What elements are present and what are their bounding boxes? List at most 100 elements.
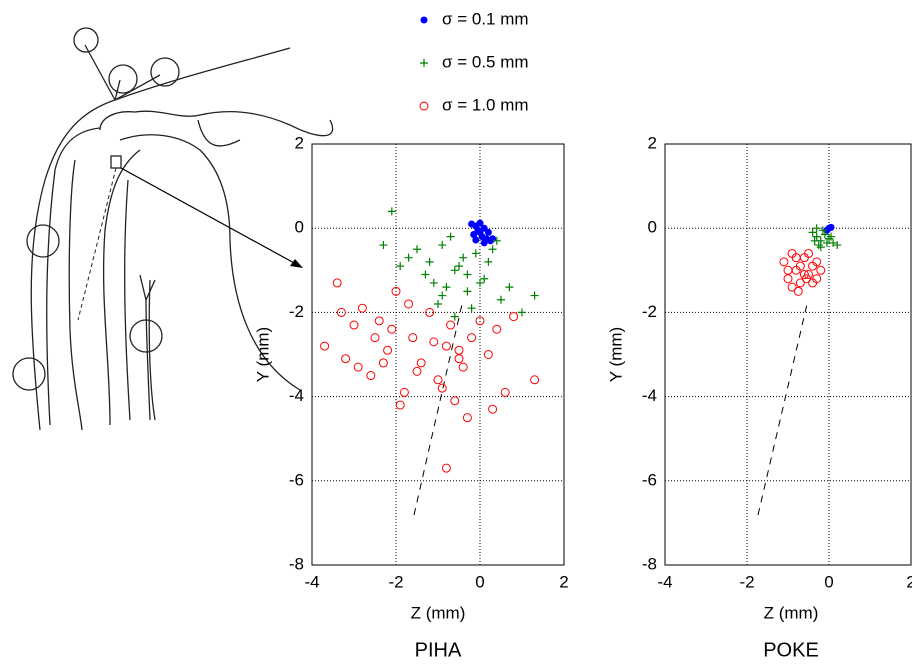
legend-marker [420, 59, 428, 67]
electrode [73, 27, 99, 53]
point [450, 396, 460, 406]
chart-title: POKE [763, 639, 819, 661]
point [825, 234, 833, 243]
point [530, 375, 540, 385]
point [421, 270, 430, 279]
point [387, 207, 396, 216]
leads [84, 44, 161, 421]
point [795, 261, 805, 271]
y-tick-label: -6 [289, 470, 304, 489]
outline [46, 127, 101, 426]
point [500, 387, 510, 397]
region-box [110, 155, 122, 169]
point [808, 278, 818, 288]
point [357, 303, 367, 313]
point [804, 248, 813, 258]
point [374, 316, 384, 326]
y-axis-label: Y (mm) [253, 327, 272, 382]
point [438, 291, 447, 300]
y-axis-label: Y (mm) [606, 327, 625, 382]
outline [30, 47, 291, 431]
y-tick-label: 0 [295, 218, 304, 237]
x-tick-label: -2 [388, 572, 403, 591]
point [480, 274, 489, 283]
point [808, 228, 817, 237]
point [413, 245, 421, 254]
point [467, 304, 476, 313]
point [483, 350, 493, 359]
point [416, 358, 426, 368]
x-tick-label: -4 [304, 572, 319, 591]
point [441, 463, 451, 473]
chart-title: PIHA [415, 639, 462, 661]
electrode [26, 224, 60, 258]
legend-label: σ = 1.0 mm [442, 95, 529, 114]
arrow [120, 167, 297, 265]
point [429, 278, 438, 287]
y-tick-label: 2 [295, 133, 304, 152]
y-tick-label: -4 [642, 386, 657, 405]
x-tick-label: -4 [657, 572, 672, 591]
point [793, 286, 803, 296]
point [391, 286, 401, 296]
y-tick-label: 0 [648, 218, 657, 237]
point [332, 278, 342, 288]
point [425, 257, 434, 266]
point [816, 243, 825, 252]
point [810, 236, 819, 245]
x-tick-label: 2 [906, 572, 912, 591]
legend-label: σ = 0.5 mm [442, 52, 529, 71]
legend-marker [419, 101, 429, 111]
point [429, 337, 439, 347]
anatomy-sketch [12, 27, 334, 431]
x-tick-label: 0 [824, 572, 833, 591]
point [383, 345, 393, 355]
point [467, 333, 477, 343]
point [450, 266, 459, 275]
point [509, 312, 519, 322]
point [779, 257, 789, 267]
y-tick-label: -8 [642, 554, 657, 573]
x-tick-label: 2 [559, 572, 568, 591]
x-tick-label: -2 [739, 572, 754, 591]
point [463, 270, 472, 279]
point [476, 219, 484, 227]
point [484, 228, 492, 236]
point [783, 265, 793, 275]
point [446, 232, 455, 241]
point [801, 274, 811, 284]
point [408, 333, 418, 343]
point [812, 257, 822, 267]
point [395, 400, 405, 410]
point [458, 362, 468, 372]
point [463, 287, 472, 296]
plot-frame [311, 143, 565, 566]
point [480, 239, 488, 247]
point [812, 224, 821, 233]
arrow-head [290, 259, 303, 268]
x-axis-label: Z (mm) [411, 603, 466, 622]
y-tick-label: -2 [289, 302, 304, 321]
point [475, 316, 485, 326]
point [450, 312, 459, 321]
point [492, 236, 501, 245]
point [488, 404, 498, 414]
dashed-track [413, 299, 464, 516]
point [791, 253, 801, 263]
point [353, 362, 363, 372]
point [404, 299, 414, 309]
point [822, 238, 831, 247]
legend-marker [420, 16, 428, 24]
point [349, 320, 359, 330]
point [787, 282, 797, 292]
point [441, 341, 451, 351]
electrode [150, 57, 180, 87]
point [378, 358, 388, 368]
point [818, 226, 827, 235]
dashed-track [757, 299, 809, 516]
point [462, 413, 472, 423]
electrode [12, 357, 46, 391]
point [799, 270, 809, 280]
point [471, 249, 480, 258]
point [454, 345, 464, 355]
